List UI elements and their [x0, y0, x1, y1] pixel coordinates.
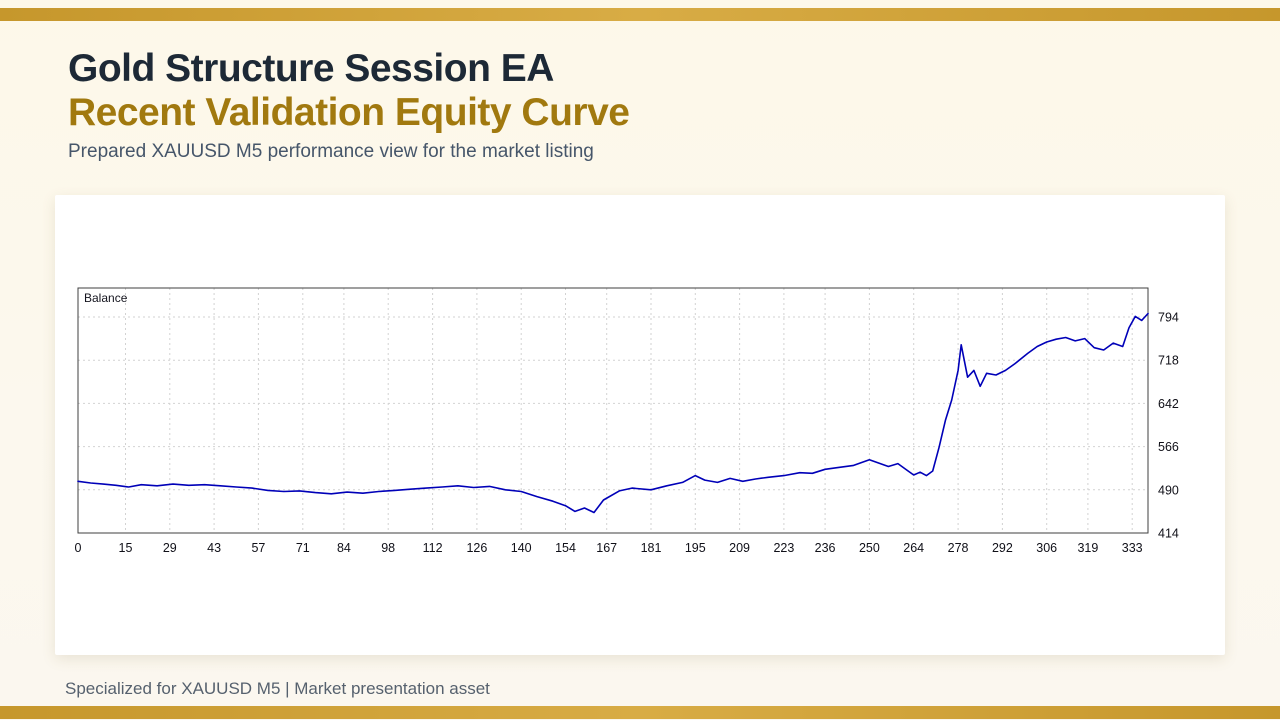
y-tick-label: 566: [1158, 440, 1179, 454]
footer-note: Specialized for XAUUSD M5 | Market prese…: [65, 679, 490, 698]
x-tick-label: 209: [729, 541, 750, 555]
x-tick-label: 250: [859, 541, 880, 555]
y-tick-label: 414: [1158, 527, 1179, 541]
x-tick-label: 0: [75, 541, 82, 555]
x-tick-label: 15: [119, 541, 133, 555]
x-tick-label: 126: [466, 541, 487, 555]
x-tick-label: 43: [207, 541, 221, 555]
x-tick-label: 84: [337, 541, 351, 555]
y-axis-labels: 414 490 566 642 718 794: [1158, 311, 1179, 541]
page-description: Prepared XAUUSD M5 performance view for …: [68, 140, 594, 162]
y-tick-label: 642: [1158, 397, 1179, 411]
top-accent-bar: [0, 8, 1280, 21]
x-tick-label: 319: [1077, 541, 1098, 555]
x-tick-label: 236: [815, 541, 836, 555]
x-tick-label: 29: [163, 541, 177, 555]
x-tick-label: 181: [641, 541, 662, 555]
x-tick-label: 333: [1122, 541, 1143, 555]
equity-curve-chart: Balance 414 490 566 642 718 794 0 15 29 43 57 71 84 98…: [72, 282, 1202, 562]
x-tick-label: 98: [381, 541, 395, 555]
x-tick-label: 195: [685, 541, 706, 555]
x-tick-label: 167: [596, 541, 617, 555]
bottom-accent-bar: [0, 706, 1280, 719]
x-tick-label: 112: [423, 541, 443, 555]
x-tick-label: 71: [296, 541, 310, 555]
x-tick-label: 57: [251, 541, 265, 555]
y-tick-label: 794: [1158, 311, 1179, 325]
page-title: Gold Structure Session EA: [68, 47, 554, 90]
equity-curve-svg: Balance 414 490 566 642 718 794 0 15 29 43 57 71 84 98…: [75, 287, 1179, 555]
x-tick-label: 223: [773, 541, 794, 555]
x-tick-label: 140: [511, 541, 532, 555]
x-tick-label: 306: [1036, 541, 1057, 555]
header: Gold Structure Session EA Recent Validat…: [68, 47, 630, 163]
plot-border: [77, 287, 1149, 534]
x-tick-label: 264: [903, 541, 924, 555]
y-tick-label: 490: [1158, 483, 1179, 497]
x-axis-labels: 0 15 29 43 57 71 84 98 112 126 140 154 167 181 195 209 2…: [75, 541, 1143, 555]
x-tick-label: 292: [992, 541, 1013, 555]
x-tick-label: 278: [948, 541, 969, 555]
y-tick-label: 718: [1158, 354, 1179, 368]
grid-lines: [77, 288, 1148, 534]
balance-line: [77, 312, 1149, 514]
page-subtitle: Recent Validation Equity Curve: [68, 91, 630, 135]
chart-card: Balance 414 490 566 642 718 794 0 15 29 43 57 71 84 98…: [55, 195, 1225, 655]
x-tick-label: 154: [555, 541, 576, 555]
chart-legend-label: Balance: [84, 291, 128, 305]
